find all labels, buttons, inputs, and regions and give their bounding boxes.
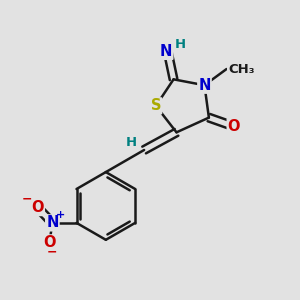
Text: H: H (126, 136, 137, 149)
Text: O: O (43, 236, 56, 250)
Text: N: N (198, 78, 211, 93)
Text: O: O (228, 119, 240, 134)
Text: −: − (47, 246, 58, 259)
Text: CH₃: CH₃ (228, 62, 254, 76)
Text: O: O (32, 200, 44, 215)
Text: N: N (46, 215, 59, 230)
Text: H: H (175, 38, 186, 50)
Text: N: N (160, 44, 172, 59)
Text: −: − (22, 193, 33, 206)
Text: S: S (151, 98, 161, 113)
Text: +: + (56, 210, 65, 220)
